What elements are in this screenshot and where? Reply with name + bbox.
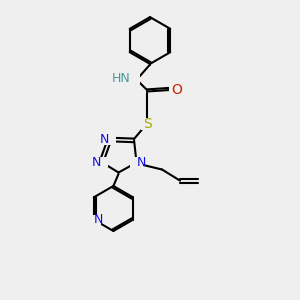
Text: O: O bbox=[172, 83, 182, 97]
Bar bbox=[103, 134, 116, 145]
Bar bbox=[141, 118, 153, 130]
Text: N: N bbox=[99, 133, 109, 146]
Bar bbox=[130, 157, 143, 168]
Text: N: N bbox=[137, 156, 147, 169]
Text: HN: HN bbox=[112, 71, 130, 85]
Bar bbox=[95, 157, 108, 167]
Bar bbox=[86, 214, 101, 225]
Text: N: N bbox=[91, 155, 101, 169]
Text: N: N bbox=[94, 213, 103, 226]
Text: S: S bbox=[142, 117, 152, 130]
Bar bbox=[169, 84, 184, 96]
Bar bbox=[122, 72, 140, 84]
